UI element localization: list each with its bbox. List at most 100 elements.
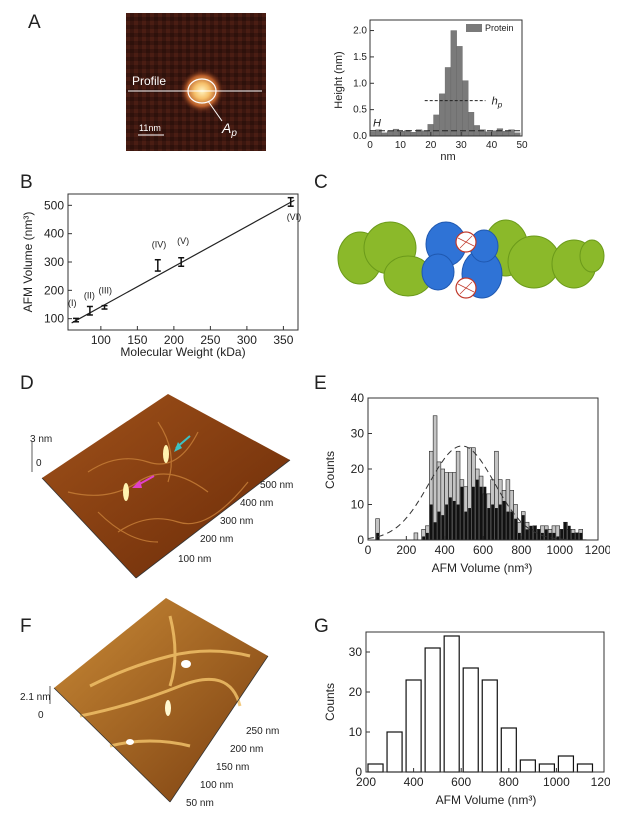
a-bar [456, 46, 463, 137]
panel-letter-f: F [20, 616, 32, 637]
e-ytick-label: 0 [357, 533, 364, 547]
b-point-label: (VI) [287, 212, 302, 222]
g-ytick-label: 0 [355, 765, 362, 779]
g-bar [538, 763, 556, 773]
afm-3d-surface-f: 2.1 nm 0 250 nm 200 nm 150 nm 100 nm 50 … [20, 598, 279, 809]
e-bar-black [510, 511, 514, 540]
legend-swatch [466, 24, 482, 32]
g-xtick-label: 400 [404, 775, 424, 789]
a-bar [450, 30, 457, 137]
b-xtick-label: 250 [200, 333, 220, 347]
e-bar-black [571, 532, 575, 540]
e-bar-black [560, 529, 563, 540]
g-bar [462, 667, 479, 773]
b-xtick-label: 150 [127, 333, 147, 347]
f-axis-label-3: 150 nm [216, 762, 249, 773]
e-xtick-label: 200 [396, 543, 416, 557]
b-point-label: (I) [68, 298, 77, 308]
e-bar-black [548, 532, 552, 540]
b-xtick-label: 100 [91, 333, 111, 347]
e-bar-black [460, 486, 464, 540]
e-ytick-label: 30 [351, 427, 365, 441]
f-axis-label-5: 50 nm [186, 798, 214, 809]
e-ytick-label: 20 [351, 462, 365, 476]
e-bar-black [426, 532, 429, 540]
e-bar-gray [413, 532, 419, 541]
d-z-label: 3 nm [30, 434, 52, 445]
afm-3d-surface-d: 3 nm 0 500 nm 400 nm 300 nm 200 nm 100 n… [30, 394, 293, 579]
a-xtick-label: 50 [516, 140, 528, 151]
d-axis-label-2: 400 nm [240, 498, 273, 509]
e-bar-black [437, 511, 441, 540]
g-xtick-label: 200 [356, 775, 376, 789]
e-bar-black [487, 508, 491, 540]
e-bar-black [495, 508, 498, 540]
a-bar [410, 132, 417, 137]
e-xtick-label: 400 [435, 543, 455, 557]
e-bar-black [564, 522, 567, 540]
e-xtick-label: 0 [365, 543, 372, 557]
e-bar-black [472, 486, 475, 540]
g-ytick-label: 20 [349, 685, 363, 699]
b-point-label: (III) [99, 285, 113, 295]
d-z-zero: 0 [36, 458, 42, 469]
a-xtick-label: 20 [425, 140, 437, 151]
a-ytick-label: 0.5 [353, 105, 367, 116]
e-xtick-label: 1200 [585, 543, 610, 557]
e-ytick-label: 10 [351, 498, 365, 512]
e-xtick-label: 800 [511, 543, 531, 557]
b-point-label: (IV) [152, 239, 167, 249]
e-ylabel: Counts [323, 451, 337, 489]
a-bar [502, 131, 509, 137]
volume-histogram-e: Counts AFM Volume (nm³) 0 200 400 600 800 100… [323, 392, 610, 575]
e-bar-black [537, 529, 540, 540]
hp-label: hp [492, 96, 503, 110]
e-bar-black [575, 532, 579, 540]
e-ytick-label: 40 [351, 392, 365, 405]
e-bar-black [483, 486, 487, 540]
svg-text:Ap: Ap [221, 120, 237, 139]
f-z-label: 2.1 nm [20, 692, 51, 703]
e-bar-black [491, 504, 494, 540]
a-bar [467, 112, 475, 137]
b-ytick-label: 300 [44, 255, 64, 269]
e-bar-black [518, 532, 521, 540]
e-bar-black [475, 479, 479, 540]
e-bar-black [449, 497, 452, 540]
g-bar [386, 731, 403, 773]
plot-frame [365, 631, 605, 773]
a-bar [491, 130, 498, 137]
e-bar-black [464, 511, 468, 540]
d-axis-label-1: 500 nm [260, 480, 293, 491]
e-bar-black [433, 522, 437, 540]
plot-frame [369, 19, 523, 137]
d-axis-label-4: 200 nm [200, 534, 233, 545]
d-axis-label-5: 100 nm [178, 554, 211, 565]
e-bar-black [529, 525, 533, 540]
a-xlabel: nm [440, 151, 455, 163]
e-bar-black [468, 508, 471, 540]
a-ytick-label: 1.5 [353, 52, 367, 63]
e-xtick-label: 1000 [546, 543, 573, 557]
a-bar [387, 130, 394, 137]
g-bar [367, 763, 384, 773]
a-bar [444, 67, 452, 137]
b-point-label: (V) [177, 236, 189, 246]
a-bar [462, 80, 469, 137]
e-bar-black [452, 500, 456, 540]
f-axis-label-2: 200 nm [230, 744, 263, 755]
g-bar [557, 755, 575, 773]
height-profile-chart: Height (nm) nm hp H Protein 0 10 20 30 40 50 0.0 0… [333, 19, 528, 163]
b-ytick-label: 400 [44, 227, 64, 241]
e-bar-black [479, 486, 483, 540]
e-bar-black [502, 500, 506, 540]
e-bar-black [376, 532, 379, 540]
b-xtick-label: 200 [164, 333, 184, 347]
g-xtick-label: 1200 [591, 775, 610, 789]
e-bar-black [506, 511, 510, 540]
a-bar [485, 131, 492, 137]
f-axis-label-1: 250 nm [246, 726, 279, 737]
g-bar [405, 679, 422, 773]
g-bar [443, 635, 460, 773]
b-xlabel: Molecular Weight (kDa) [120, 345, 245, 359]
